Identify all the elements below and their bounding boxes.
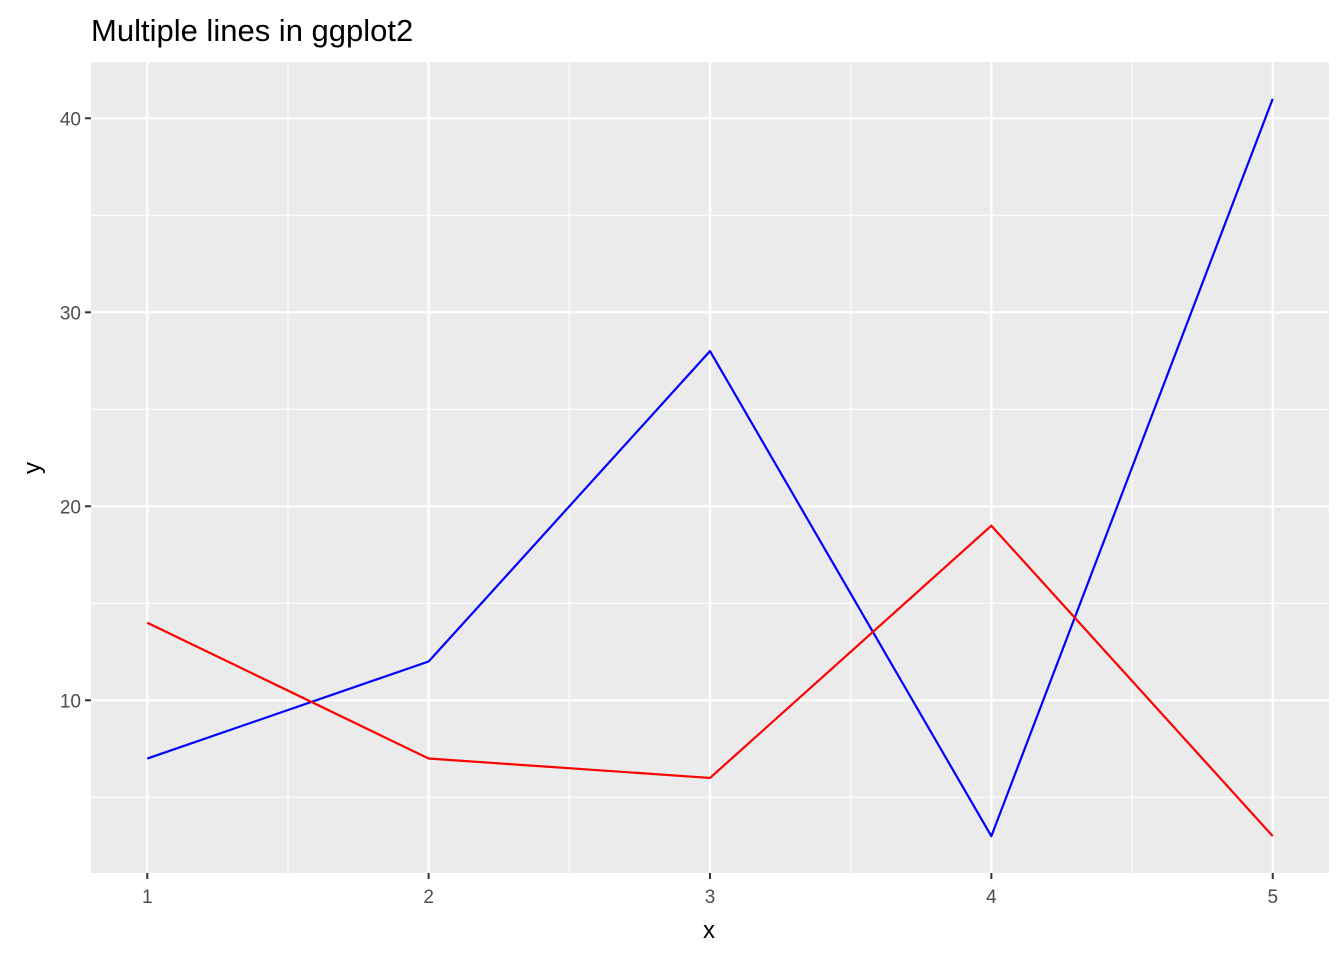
y-axis: 10 20 30 40 bbox=[60, 109, 91, 712]
x-axis-title: x bbox=[703, 917, 715, 944]
x-tick-label: 3 bbox=[705, 887, 716, 908]
y-axis-title: y bbox=[19, 462, 46, 474]
series-line-1 bbox=[146, 98, 1274, 838]
x-tick-label: 2 bbox=[423, 887, 434, 908]
series-line-2 bbox=[146, 524, 1274, 837]
x-tick-label: 1 bbox=[142, 887, 153, 908]
series-layer bbox=[146, 98, 1274, 838]
y-tick-label: 10 bbox=[60, 691, 81, 712]
y-tick-label: 40 bbox=[60, 109, 81, 130]
x-tick-label: 4 bbox=[986, 887, 997, 908]
x-tick-label: 5 bbox=[1267, 887, 1278, 908]
chart-title: Multiple lines in ggplot2 bbox=[91, 13, 413, 48]
y-tick-label: 20 bbox=[60, 497, 81, 518]
y-tick-label: 30 bbox=[60, 303, 81, 324]
x-axis: 1 2 3 4 5 bbox=[142, 873, 1278, 908]
major-gridlines bbox=[91, 62, 1329, 873]
